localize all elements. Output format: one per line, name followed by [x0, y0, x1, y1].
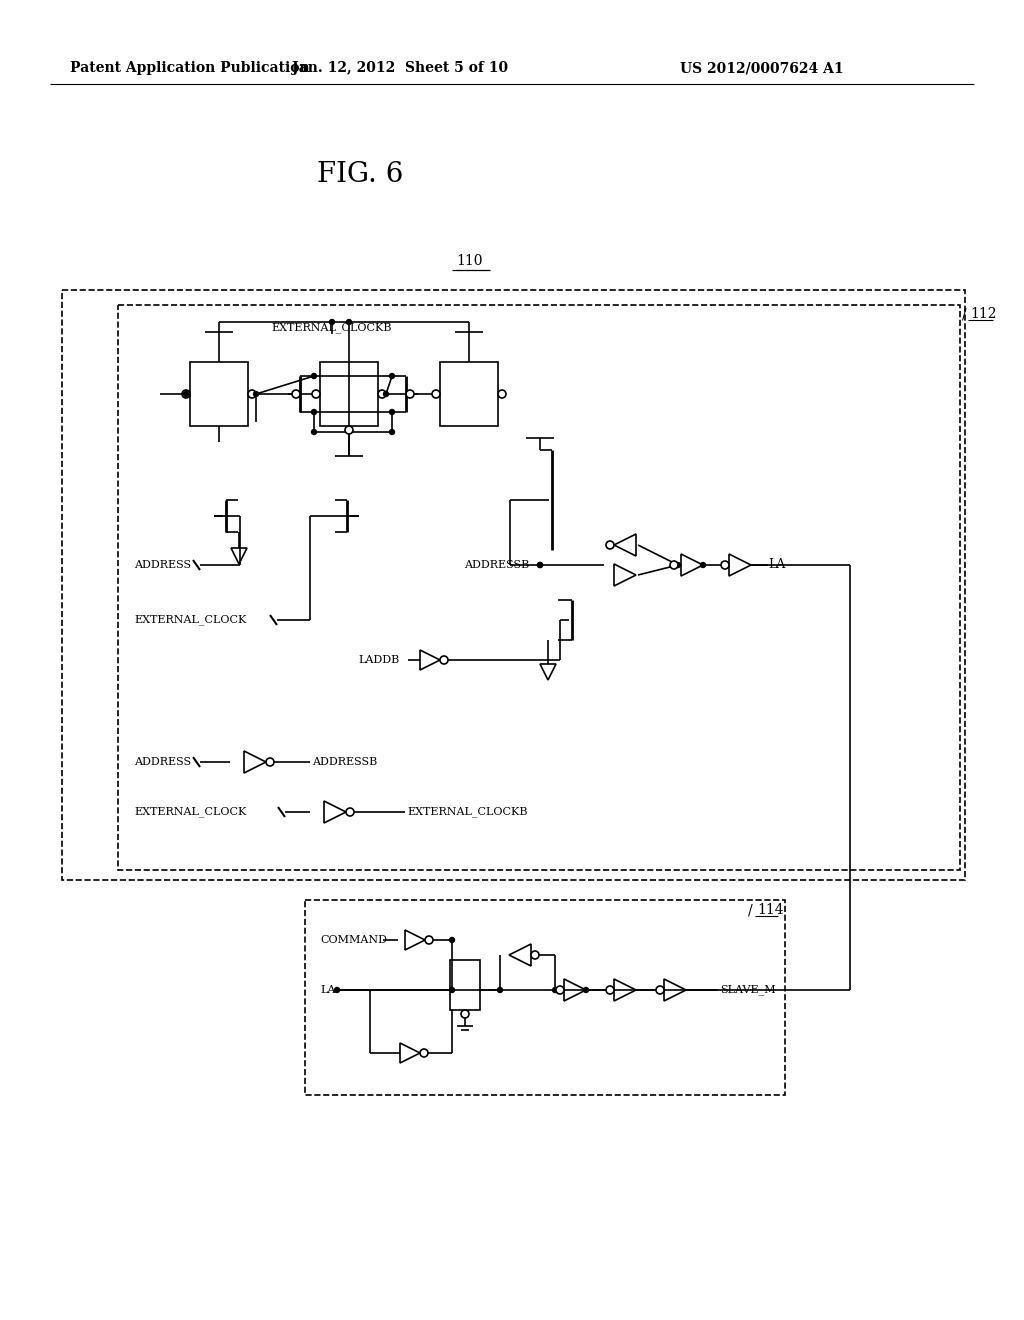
Text: EXTERNAL_CLOCKB: EXTERNAL_CLOCKB	[407, 807, 527, 817]
Circle shape	[556, 986, 564, 994]
Bar	[440, 362, 498, 426]
Text: /: /	[748, 903, 753, 917]
Circle shape	[450, 987, 455, 993]
Circle shape	[584, 987, 589, 993]
Circle shape	[538, 562, 543, 568]
Circle shape	[606, 541, 614, 549]
Circle shape	[432, 389, 440, 399]
Circle shape	[384, 392, 388, 396]
Text: LA: LA	[319, 985, 336, 995]
Circle shape	[389, 409, 394, 414]
Circle shape	[311, 409, 316, 414]
Bar	[319, 362, 378, 426]
Circle shape	[254, 392, 258, 396]
Circle shape	[345, 426, 353, 434]
Text: 110: 110	[457, 253, 483, 268]
Circle shape	[335, 987, 340, 993]
Text: ADDRESSB: ADDRESSB	[312, 756, 377, 767]
Text: EXTERNAL_CLOCK: EXTERNAL_CLOCK	[134, 807, 247, 817]
Text: FIG. 6: FIG. 6	[316, 161, 403, 189]
Text: ADDRESS: ADDRESS	[134, 560, 191, 570]
Circle shape	[498, 987, 503, 993]
Circle shape	[183, 392, 188, 396]
Text: EXTERNAL_CLOCK: EXTERNAL_CLOCK	[134, 615, 247, 626]
Circle shape	[292, 389, 300, 399]
Text: LADDB: LADDB	[358, 655, 399, 665]
Circle shape	[531, 950, 539, 960]
Circle shape	[670, 561, 678, 569]
Text: 112: 112	[970, 308, 996, 321]
Circle shape	[461, 1010, 469, 1018]
Text: SLAVE_M: SLAVE_M	[720, 985, 775, 995]
Bar	[305, 900, 785, 1096]
Circle shape	[656, 986, 664, 994]
Circle shape	[312, 389, 319, 399]
Circle shape	[606, 986, 614, 994]
Circle shape	[721, 561, 729, 569]
Text: EXTERNAL_CLOCKB: EXTERNAL_CLOCKB	[271, 322, 392, 334]
Text: 114: 114	[757, 903, 783, 917]
Circle shape	[248, 389, 256, 399]
Circle shape	[182, 389, 190, 399]
Circle shape	[378, 389, 386, 399]
Circle shape	[700, 562, 706, 568]
Text: COMMAND: COMMAND	[319, 935, 387, 945]
Text: ADDRESSB: ADDRESSB	[464, 560, 529, 570]
Circle shape	[389, 429, 394, 434]
Circle shape	[266, 758, 274, 766]
Circle shape	[311, 374, 316, 379]
Circle shape	[553, 987, 557, 993]
Text: Jan. 12, 2012  Sheet 5 of 10: Jan. 12, 2012 Sheet 5 of 10	[292, 61, 508, 75]
Text: LA: LA	[768, 558, 785, 572]
Circle shape	[346, 319, 351, 325]
Circle shape	[676, 562, 681, 568]
Circle shape	[440, 656, 449, 664]
Circle shape	[450, 937, 455, 942]
Circle shape	[330, 319, 335, 325]
Bar	[118, 305, 961, 870]
Text: US 2012/0007624 A1: US 2012/0007624 A1	[680, 61, 844, 75]
Bar	[62, 290, 965, 880]
Text: /: /	[962, 308, 967, 321]
Circle shape	[425, 936, 433, 944]
Bar	[450, 960, 480, 1010]
Circle shape	[346, 808, 354, 816]
Text: Patent Application Publication: Patent Application Publication	[70, 61, 309, 75]
Circle shape	[406, 389, 414, 399]
Circle shape	[311, 429, 316, 434]
Circle shape	[389, 374, 394, 379]
Text: ADDRESS: ADDRESS	[134, 756, 191, 767]
Circle shape	[420, 1049, 428, 1057]
Bar	[190, 362, 248, 426]
Circle shape	[538, 562, 543, 568]
Circle shape	[498, 389, 506, 399]
